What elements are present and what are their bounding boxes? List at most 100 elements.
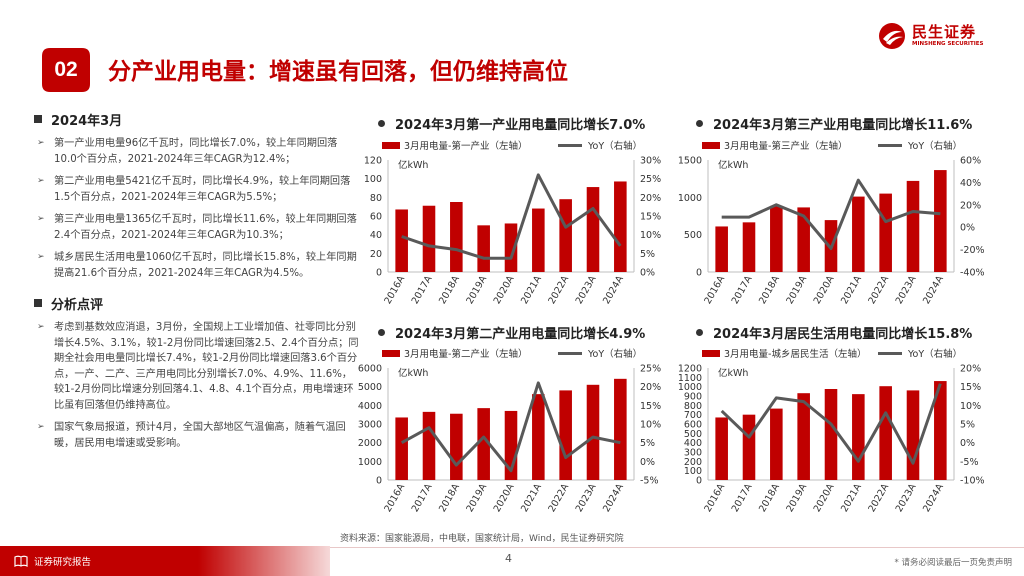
bar [614, 181, 627, 272]
right-axis-tick: 25% [640, 364, 661, 375]
legend-bar-swatch [382, 350, 400, 357]
section-number: 02 [54, 58, 78, 81]
chart-title-residential: 2024年3月居民生活用电量同比增长15.8% [696, 323, 972, 342]
legend-bar-swatch [382, 142, 400, 149]
left-axis-tick: 120 [364, 156, 382, 167]
section1-bullet-list: ➢ 第一产业用电量96亿千瓦时，同比增长7.0%，较上年同期回落10.0个百分点，… [34, 136, 360, 281]
footer-brand-bar: 证券研究报告 [0, 546, 330, 576]
x-tick-label: 2016A [702, 482, 727, 514]
x-tick-label: 2017A [410, 274, 435, 306]
bar [879, 193, 892, 272]
arrow-bullet-icon: ➢ [37, 138, 45, 148]
bullet-dot-icon [378, 120, 385, 127]
right-axis-tick: 0% [960, 223, 975, 234]
square-bullet-icon [34, 115, 42, 123]
left-axis-tick: 800 [684, 401, 702, 412]
left-axis-tick: 4000 [358, 401, 382, 412]
left-text-panel: 2024年3月 ➢ 第一产业用电量96亿千瓦时，同比增长7.0%，较上年同期回落1… [34, 108, 360, 458]
chart-primary-industry: 3月用电量-第一产业（左轴） YoY（右轴） 亿kWh 0 20 40 60 80 100 120… [364, 140, 661, 306]
section2-title: 分析点评 [51, 297, 104, 313]
bar [879, 386, 892, 480]
bar [395, 209, 408, 272]
x-tick-label: 2023A [574, 274, 599, 306]
list-item: ➢ 第二产业用电量5421亿千瓦时，同比增长4.9%，较上年同期回落1.5个百分点… [37, 176, 351, 203]
right-axis-tick: 60% [960, 156, 981, 167]
bar [824, 389, 838, 480]
legend-bar-label: 3月用电量-第一产业（左轴） [404, 140, 527, 152]
bar [742, 222, 756, 272]
legend-line-label: YoY（右轴） [907, 348, 962, 360]
bar [852, 196, 865, 272]
right-axis-tick: 5% [640, 249, 655, 260]
logo-chinese-name: 民生证券 [912, 23, 977, 41]
left-axis-tick: 20 [370, 249, 382, 260]
arrow-bullet-icon: ➢ [37, 176, 45, 186]
x-tick-label: 2024A [601, 274, 626, 306]
x-tick-label: 2024A [601, 482, 626, 514]
x-tick-label: 2021A [519, 274, 544, 306]
right-axis-tick: 15% [640, 212, 661, 223]
bullet-dot-icon [378, 329, 385, 336]
bar [586, 384, 600, 480]
x-tick-label: 2020A [492, 482, 517, 514]
x-tick-label: 2017A [730, 482, 755, 514]
logo-english-name: MINSHENG SECURITIES [912, 41, 984, 47]
x-tick-label: 2018A [437, 274, 462, 306]
right-axis-tick: -5% [640, 476, 659, 487]
chart-residential: 3月用电量-城乡居民生活（左轴） YoY（右轴） 亿kWh 0100200300400… [678, 348, 985, 514]
right-axis-tick: 20% [640, 382, 661, 393]
list-item: ➢ 考虑到基数效应消退，3月份，全国规上工业增加值、社零同比分别增长4.5%、3.… [37, 322, 359, 411]
bar [797, 207, 810, 272]
x-tick-label: 2021A [519, 482, 544, 514]
right-axis-tick: 20% [960, 200, 981, 211]
x-tick-label: 2023A [574, 482, 599, 514]
brand-logo: 民生证券 MINSHENG SECURITIES [878, 20, 998, 52]
x-tick-label: 2021A [839, 482, 864, 514]
right-axis-tick: 10% [640, 230, 661, 241]
square-bullet-icon [34, 299, 42, 307]
bar [852, 394, 865, 480]
bar [742, 414, 756, 480]
unit-label: 亿kWh [718, 159, 748, 171]
x-tick-label: 2022A [866, 482, 891, 514]
unit-label: 亿kWh [718, 367, 748, 379]
chart-tertiary-industry: 3月用电量-第三产业（左轴） YoY（右轴） 亿kWh 0 500 1000 1500 -40… [678, 140, 985, 306]
legend-line-label: YoY（右轴） [587, 140, 642, 152]
x-tick-label: 2017A [730, 274, 755, 306]
bar [715, 417, 728, 480]
right-axis-tick: -40% [960, 268, 985, 279]
left-axis-tick: 100 [364, 174, 382, 185]
bar [532, 208, 545, 272]
list-item: ➢ 国家气象局报道，预计4月，全国大部地区气温偏高，随着气温回暖，居民用电增速或受… [37, 422, 346, 449]
disclaimer-note: * 请务必阅读最后一页免责声明 [894, 558, 1012, 568]
right-axis-tick: 25% [640, 174, 661, 185]
right-axis-tick: 5% [960, 420, 975, 431]
x-tick-label: 2016A [382, 482, 407, 514]
bar [934, 381, 947, 480]
x-tick-label: 2022A [546, 274, 571, 306]
left-axis-tick: 80 [370, 193, 382, 204]
x-tick-label: 2020A [812, 482, 837, 514]
right-axis-tick: -10% [960, 476, 985, 487]
bar [770, 408, 783, 480]
x-tick-label: 2023A [894, 482, 919, 514]
bar [906, 180, 920, 272]
bar [450, 202, 463, 272]
right-axis-tick: 0% [960, 438, 975, 449]
section1-title: 2024年3月 [51, 113, 123, 129]
bar [614, 378, 627, 480]
x-tick-label: 2020A [812, 274, 837, 306]
right-axis-tick: -20% [960, 245, 985, 256]
x-tick-label: 2023A [894, 274, 919, 306]
chart-title-primary: 2024年3月第一产业用电量同比增长7.0% [378, 114, 645, 133]
x-tick-label: 2019A [784, 274, 809, 306]
x-tick-label: 2021A [839, 274, 864, 306]
left-axis-tick: 100 [684, 466, 702, 477]
left-axis-tick: 0 [376, 268, 382, 279]
bar [477, 225, 490, 272]
right-axis-tick: 10% [960, 401, 981, 412]
left-axis-tick: 200 [684, 457, 702, 468]
right-axis-tick: 20% [960, 364, 981, 375]
section2-bullet-list: ➢ 考虑到基数效应消退，3月份，全国规上工业增加值、社零同比分别增长4.5%、3.… [34, 320, 360, 451]
x-tick-label: 2024A [921, 274, 946, 306]
